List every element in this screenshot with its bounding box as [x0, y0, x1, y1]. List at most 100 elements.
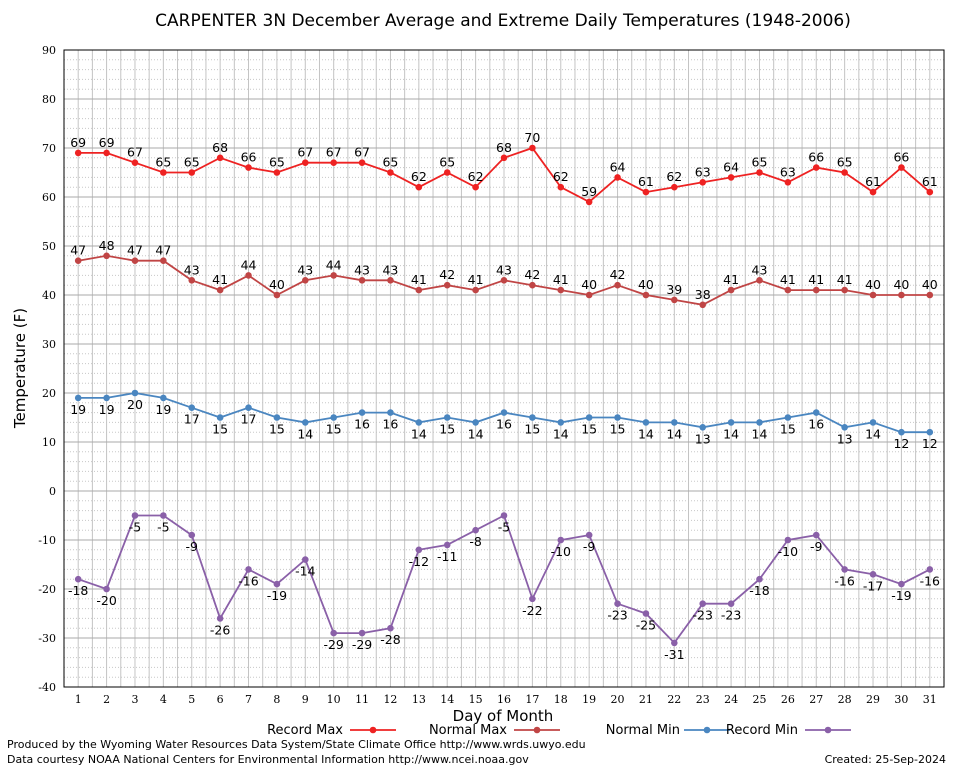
- record-max-data-label: 62: [411, 169, 427, 184]
- normal-max-point: [160, 257, 167, 265]
- record-min-point: [131, 512, 139, 519]
- record-max-point: [103, 149, 110, 157]
- record-min-data-label: -19: [891, 588, 911, 603]
- normal-min-data-label: 20: [127, 397, 143, 412]
- record-max-point: [557, 183, 565, 191]
- record-max-point: [216, 154, 224, 162]
- record-max-point: [358, 159, 366, 166]
- normal-min-data-label: 15: [780, 422, 796, 437]
- record-min-data-label: -10: [551, 544, 571, 559]
- normal-min-point: [926, 428, 934, 436]
- normal-max-data-label: 40: [893, 277, 909, 292]
- record-min-data-label: -17: [863, 578, 883, 593]
- record-max-point: [500, 154, 508, 162]
- normal-min-point: [301, 419, 309, 426]
- record-min-data-label: -18: [749, 583, 769, 598]
- normal-max-point: [756, 277, 763, 284]
- normal-max-point: [74, 257, 82, 265]
- y-tick-label: 70: [42, 142, 56, 155]
- normal-max-point: [472, 286, 479, 294]
- y-tick-label: -40: [38, 681, 56, 694]
- record-max-data-label: 69: [99, 135, 115, 150]
- y-tick-label: -10: [38, 534, 56, 547]
- record-max-data-label: 59: [581, 184, 597, 199]
- normal-min-point: [330, 414, 337, 421]
- normal-min-point: [642, 419, 650, 426]
- record-max-series: 69 69 67 65 65 68 66 65 67 67 67 65 62 65 62 68 70 62 59 64…: [70, 130, 938, 206]
- normal-min-data-label: 16: [382, 417, 398, 432]
- footer-data-source: Data courtesy NOAA National Centers for …: [7, 753, 529, 766]
- normal-max-data-label: 41: [723, 272, 739, 287]
- normal-max-point: [443, 281, 451, 289]
- record-min-point: [727, 600, 735, 607]
- record-max-point: [699, 179, 707, 186]
- normal-min-data-label: 14: [468, 426, 484, 441]
- normal-max-data-label: 41: [553, 272, 569, 287]
- record-min-data-label: -12: [409, 554, 429, 569]
- normal-min-data-label: 15: [269, 422, 285, 437]
- normal-max-point: [500, 277, 508, 284]
- record-max-data-label: 64: [610, 159, 626, 174]
- normal-max-data-label: 43: [382, 262, 398, 277]
- record-min-data-label: -23: [692, 608, 712, 623]
- record-max-point: [301, 159, 309, 166]
- normal-min-point: [869, 419, 877, 426]
- record-min-point: [529, 595, 536, 603]
- record-min-point: [614, 600, 621, 607]
- normal-min-point: [443, 414, 451, 421]
- record-min-point: [330, 629, 337, 637]
- record-min-data-label: -5: [498, 520, 510, 535]
- footer-produced-by: Produced by the Wyoming Water Resources …: [7, 738, 586, 751]
- normal-max-data-label: 43: [184, 262, 200, 277]
- record-max-data-label: 65: [155, 155, 171, 170]
- normal-min-data-label: 14: [666, 426, 682, 441]
- y-tick-label: 80: [42, 93, 56, 106]
- record-max-point: [727, 174, 735, 181]
- record-min-point: [472, 526, 479, 534]
- record-max-data-label: 67: [297, 145, 313, 160]
- normal-min-point: [614, 414, 621, 421]
- record-max-data-label: 67: [354, 145, 370, 160]
- record-max-point: [160, 169, 167, 176]
- record-max-point: [245, 164, 252, 171]
- record-min-point: [898, 580, 905, 588]
- record-max-point: [784, 179, 792, 186]
- record-min-data-label: -23: [607, 608, 627, 623]
- x-tick-label: 22: [667, 693, 681, 706]
- record-min-point: [926, 566, 934, 573]
- record-min-data-label: -31: [664, 647, 684, 662]
- record-max-data-label: 67: [127, 145, 143, 160]
- record-min-point: [216, 615, 224, 622]
- normal-max-point: [273, 291, 281, 299]
- normal-min-data-label: 17: [184, 412, 200, 427]
- normal-max-data-label: 39: [666, 282, 682, 297]
- normal-min-point: [245, 404, 252, 412]
- normal-min-point: [671, 419, 678, 426]
- record-min-data-label: -28: [380, 632, 400, 647]
- normal-min-data-label: 13: [837, 431, 853, 446]
- record-min-point: [415, 546, 423, 554]
- record-max-point: [74, 149, 82, 157]
- normal-max-data-label: 41: [468, 272, 484, 287]
- record-max-data-label: 65: [269, 155, 285, 170]
- normal-max-data-label: 44: [326, 257, 342, 272]
- normal-max-point: [216, 286, 224, 294]
- normal-min-point: [131, 389, 139, 397]
- legend-item-record-max: Record Max: [267, 723, 396, 738]
- record-max-point: [841, 169, 848, 176]
- record-min-data-label: -20: [96, 593, 116, 608]
- normal-max-point: [812, 286, 820, 294]
- record-min-data-label: -22: [522, 603, 542, 618]
- record-max-point: [188, 169, 196, 176]
- record-max-point: [330, 159, 337, 166]
- normal-max-point: [358, 277, 366, 284]
- normal-max-data-label: 44: [241, 257, 257, 272]
- y-tick-label: 0: [49, 485, 56, 498]
- record-max-data-label: 66: [808, 150, 824, 165]
- normal-max-point: [727, 286, 735, 294]
- record-max-point: [585, 198, 593, 206]
- normal-min-data-label: 14: [638, 426, 654, 441]
- normal-max-data-label: 40: [922, 277, 938, 292]
- record-min-data-label: -8: [469, 534, 482, 549]
- record-min-data-label: -11: [437, 549, 457, 564]
